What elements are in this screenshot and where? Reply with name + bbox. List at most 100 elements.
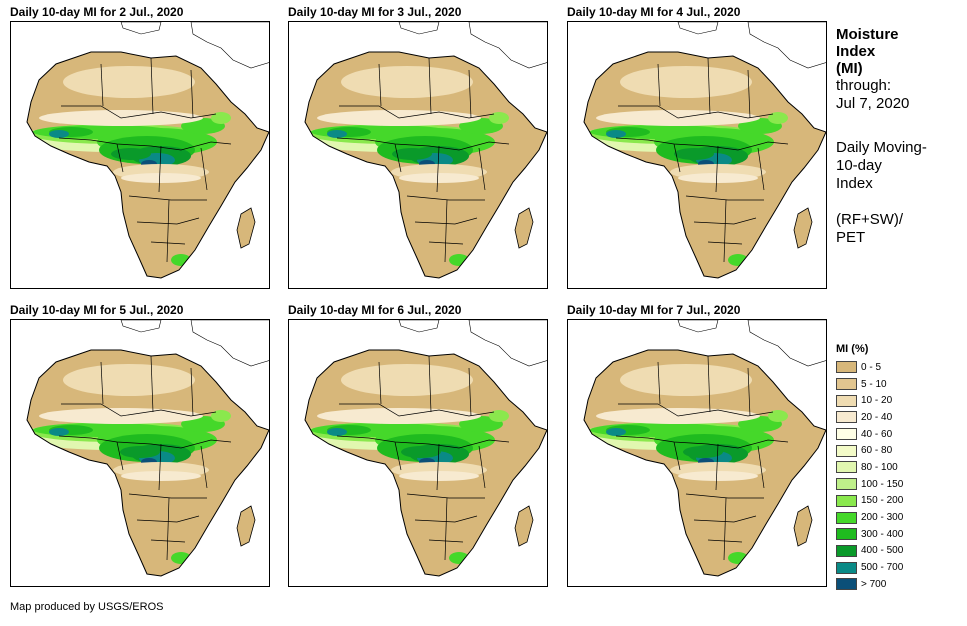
country-border	[136, 217, 200, 225]
country-border	[116, 441, 124, 471]
country-border	[61, 403, 217, 417]
moisture-patch	[489, 410, 509, 422]
africa-map	[26, 320, 269, 577]
legend-label: 400 - 500	[861, 545, 904, 557]
panel-title-5: Daily 10-day MI for 6 Jul., 2020	[288, 303, 462, 317]
country-border	[378, 63, 382, 107]
map-panel-5	[288, 319, 548, 587]
moisture-patch	[63, 66, 195, 98]
country-border	[200, 445, 208, 489]
moisture-patch	[728, 552, 748, 564]
moisture-patch	[211, 112, 231, 124]
legend-swatch	[836, 578, 857, 591]
panel-title-1: Daily 10-day MI for 2 Jul., 2020	[10, 5, 184, 19]
africa-map	[304, 320, 547, 577]
legend-label: 0 - 5	[861, 361, 882, 373]
legend-item: > 700	[836, 576, 903, 593]
country-border	[657, 361, 661, 405]
moisture-patch	[768, 112, 788, 124]
panel-title-3: Daily 10-day MI for 4 Jul., 2020	[567, 5, 741, 19]
moisture-patch	[120, 446, 160, 458]
country-border	[615, 137, 789, 151]
country-border	[673, 143, 681, 173]
moisture-patch	[392, 148, 432, 160]
legend: MI (%) 0 - 5 5 - 10 10 - 20 20 - 40 40 - 60 6…	[836, 343, 903, 593]
africa-coastline	[304, 51, 547, 279]
moisture-bands	[584, 66, 807, 266]
country-border	[747, 367, 751, 417]
country-border	[757, 147, 765, 191]
side-description: Moisture Index (MI) through: Jul 7, 2020…	[836, 26, 927, 247]
legend-title: MI (%)	[836, 343, 869, 355]
country-border	[693, 515, 757, 523]
moisture-patch	[341, 364, 473, 396]
country-border	[428, 539, 464, 543]
legend-item: 40 - 60	[836, 426, 903, 443]
country-border	[468, 69, 472, 119]
moisture-patch	[121, 471, 201, 481]
country-border	[394, 143, 402, 173]
country-border	[436, 443, 440, 491]
country-border	[150, 241, 186, 245]
country-border	[478, 147, 486, 191]
moisture-patch	[211, 410, 231, 422]
country-border	[707, 355, 711, 413]
moisture-patch	[678, 471, 758, 481]
legend-label: 500 - 700	[861, 562, 904, 574]
africa-coastline	[583, 51, 826, 279]
country-border	[685, 195, 764, 201]
africa-coastline	[583, 349, 826, 577]
africa-map	[583, 22, 826, 279]
desc-line2: 10-day	[836, 157, 882, 174]
map-panel-4	[10, 319, 270, 587]
legend-item: 100 - 150	[836, 476, 903, 493]
madagascar	[236, 505, 256, 547]
legend-swatch	[836, 411, 857, 424]
legend-item: 500 - 700	[836, 559, 903, 576]
europe-outline	[120, 320, 269, 367]
country-border	[406, 493, 485, 499]
moisture-patch	[327, 428, 347, 436]
country-border	[116, 143, 124, 173]
moisture-patch	[171, 552, 191, 564]
legend-label: 40 - 60	[861, 428, 893, 440]
side-title-line1: Moisture	[836, 26, 899, 43]
country-border	[618, 403, 774, 417]
moisture-patch	[49, 428, 69, 436]
map-panel-1	[10, 21, 270, 289]
through-date: Jul 7, 2020	[836, 95, 910, 112]
legend-item: 200 - 300	[836, 509, 903, 526]
country-border	[136, 515, 200, 523]
moisture-bands	[27, 66, 250, 266]
through-label: through:	[836, 77, 892, 94]
country-border	[158, 443, 162, 491]
africa-map	[583, 320, 826, 577]
moisture-bands	[584, 364, 807, 564]
legend-item: 10 - 20	[836, 392, 903, 409]
map-panel-6	[567, 319, 827, 587]
map-panel-2	[288, 21, 548, 289]
legend-label: 100 - 150	[861, 478, 904, 490]
country-border	[394, 441, 402, 471]
desc-line1: Daily Moving-	[836, 139, 927, 156]
europe-outline	[120, 22, 269, 69]
moisture-patch	[674, 148, 714, 160]
legend-swatch	[836, 444, 857, 457]
country-border	[166, 199, 170, 263]
country-border	[715, 443, 719, 491]
legend-label: 10 - 20	[861, 395, 893, 407]
legend-item: 400 - 500	[836, 543, 903, 560]
moisture-patch	[121, 173, 201, 183]
legend-item: 60 - 80	[836, 442, 903, 459]
country-border	[406, 195, 485, 201]
country-border	[339, 403, 495, 417]
legend-swatch	[836, 478, 857, 491]
country-border	[150, 355, 154, 413]
legend-swatch	[836, 528, 857, 541]
europe-outline	[677, 22, 826, 69]
country-border	[693, 217, 757, 225]
legend-item: 20 - 40	[836, 409, 903, 426]
country-border	[58, 435, 232, 449]
country-border	[200, 147, 208, 191]
moisture-patch	[678, 173, 758, 183]
